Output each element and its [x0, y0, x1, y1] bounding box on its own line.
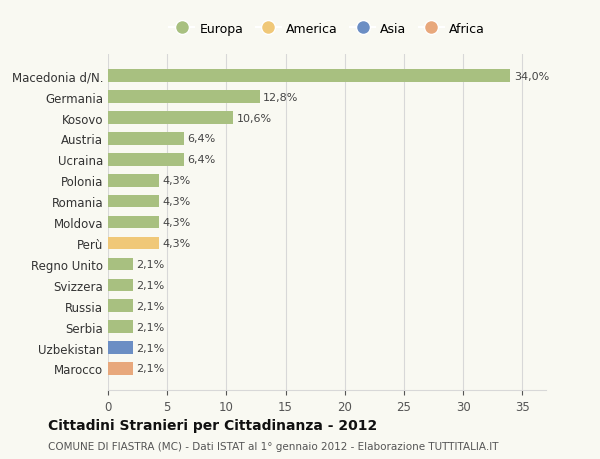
Text: 2,1%: 2,1%	[136, 343, 164, 353]
Text: 4,3%: 4,3%	[163, 239, 191, 248]
Bar	[108, 321, 133, 333]
Text: 2,1%: 2,1%	[136, 301, 164, 311]
Text: 2,1%: 2,1%	[136, 322, 164, 332]
Text: 34,0%: 34,0%	[514, 72, 549, 82]
Text: 4,3%: 4,3%	[163, 176, 191, 186]
Bar	[108, 70, 511, 83]
Bar	[108, 341, 133, 354]
Text: 12,8%: 12,8%	[263, 92, 298, 102]
Bar	[108, 196, 159, 208]
Bar	[108, 112, 233, 124]
Bar	[108, 174, 159, 187]
Bar	[108, 279, 133, 291]
Text: 2,1%: 2,1%	[136, 280, 164, 290]
Text: 2,1%: 2,1%	[136, 259, 164, 269]
Bar	[108, 363, 133, 375]
Text: 6,4%: 6,4%	[187, 134, 215, 144]
Text: 4,3%: 4,3%	[163, 218, 191, 228]
Legend: Europa, America, Asia, Africa: Europa, America, Asia, Africa	[164, 18, 490, 41]
Bar	[108, 91, 260, 104]
Text: 10,6%: 10,6%	[237, 113, 272, 123]
Text: 4,3%: 4,3%	[163, 197, 191, 207]
Text: Cittadini Stranieri per Cittadinanza - 2012: Cittadini Stranieri per Cittadinanza - 2…	[48, 418, 377, 432]
Text: 6,4%: 6,4%	[187, 155, 215, 165]
Text: 2,1%: 2,1%	[136, 364, 164, 374]
Bar	[108, 216, 159, 229]
Bar	[108, 237, 159, 250]
Bar	[108, 300, 133, 312]
Text: COMUNE DI FIASTRA (MC) - Dati ISTAT al 1° gennaio 2012 - Elaborazione TUTTITALIA: COMUNE DI FIASTRA (MC) - Dati ISTAT al 1…	[48, 441, 499, 451]
Bar	[108, 133, 184, 146]
Bar	[108, 258, 133, 271]
Bar	[108, 154, 184, 166]
